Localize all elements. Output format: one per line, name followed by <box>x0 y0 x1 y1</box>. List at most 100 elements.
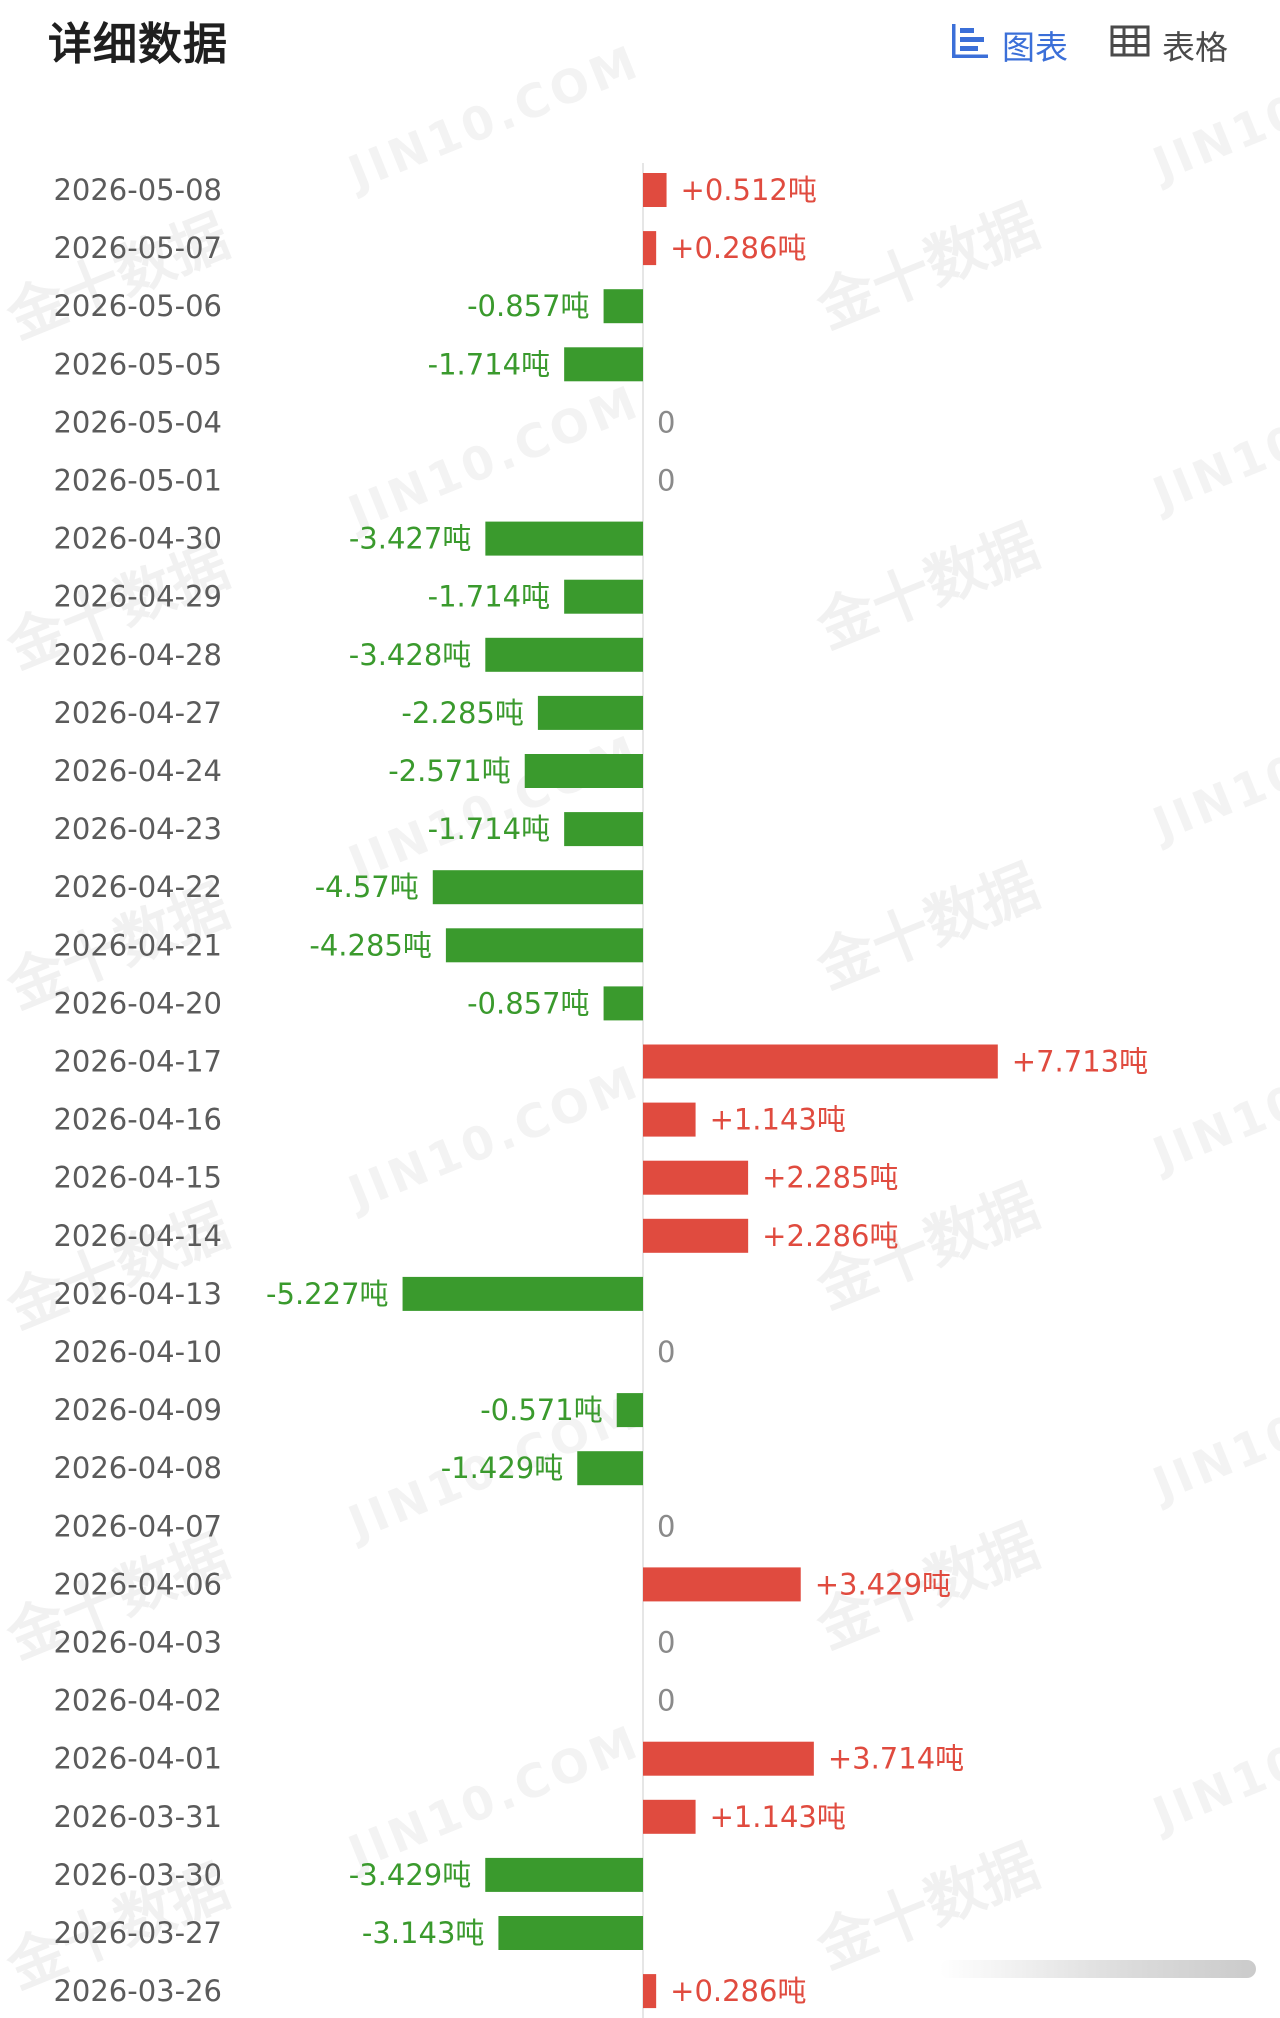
bar-negative[interactable] <box>603 289 643 324</box>
bar-positive[interactable] <box>643 1102 696 1137</box>
date-tick-label: 2026-04-07 <box>53 1509 222 1543</box>
data-value-label: +7.713吨 <box>1012 1045 1148 1079</box>
data-value-label: -2.285吨 <box>401 696 524 730</box>
date-tick-label: 2026-05-07 <box>53 231 222 265</box>
data-value-label: 0 <box>657 1626 675 1660</box>
bar-positive[interactable] <box>643 1567 801 1602</box>
date-tick-label: 2026-05-01 <box>53 464 222 498</box>
bar-negative[interactable] <box>564 812 643 847</box>
bar-negative[interactable] <box>537 695 643 730</box>
bar-negative[interactable] <box>577 1451 643 1486</box>
bar-negative[interactable] <box>485 521 643 556</box>
date-tick-label: 2026-04-28 <box>53 638 222 672</box>
data-value-label: -0.857吨 <box>467 289 590 323</box>
bar-chart-icon <box>950 22 990 68</box>
data-value-label: -4.57吨 <box>315 870 419 904</box>
date-tick-label: 2026-03-31 <box>53 1800 222 1834</box>
date-tick-label: 2026-04-22 <box>53 870 222 904</box>
date-tick-label: 2026-04-16 <box>53 1103 222 1137</box>
table-view-label: 表格 <box>1162 28 1228 67</box>
date-tick-label: 2026-04-29 <box>53 580 222 614</box>
data-value-label: -0.857吨 <box>467 986 590 1020</box>
data-value-label: -5.227吨 <box>266 1277 389 1311</box>
data-value-label: 0 <box>657 405 675 439</box>
date-tick-label: 2026-04-17 <box>53 1045 222 1079</box>
data-value-label: -3.143吨 <box>362 1916 485 1950</box>
data-value-label: -1.429吨 <box>441 1451 564 1485</box>
bar-negative[interactable] <box>524 754 643 788</box>
date-tick-label: 2026-04-10 <box>53 1335 222 1369</box>
data-value-label: 0 <box>657 1684 675 1718</box>
date-tick-label: 2026-04-15 <box>53 1161 222 1195</box>
date-tick-label: 2026-05-08 <box>53 173 222 207</box>
date-tick-label: 2026-04-23 <box>53 812 222 846</box>
data-value-label: 0 <box>657 1335 675 1369</box>
data-value-label: +1.143吨 <box>710 1103 846 1137</box>
data-value-label: -4.285吨 <box>309 928 432 962</box>
date-tick-label: 2026-04-20 <box>53 986 222 1020</box>
data-value-label: +2.286吨 <box>762 1219 898 1253</box>
date-tick-label: 2026-04-21 <box>53 928 222 962</box>
bar-negative[interactable] <box>432 870 643 905</box>
data-value-label: +2.285吨 <box>762 1161 898 1195</box>
data-value-label: -2.571吨 <box>388 754 511 788</box>
bar-positive[interactable] <box>643 1741 814 1776</box>
data-value-label: -3.429吨 <box>349 1858 472 1892</box>
data-value-label: +1.143吨 <box>710 1800 846 1834</box>
bar-negative[interactable] <box>603 986 643 1021</box>
data-value-label: +0.286吨 <box>670 231 806 265</box>
date-tick-label: 2026-03-26 <box>53 1974 222 2008</box>
data-value-label: 0 <box>657 464 675 498</box>
bar-negative[interactable] <box>616 1393 643 1428</box>
bar-negative[interactable] <box>564 347 643 382</box>
bar-negative[interactable] <box>498 1916 643 1950</box>
data-value-label: -1.714吨 <box>428 812 551 846</box>
date-tick-label: 2026-04-08 <box>53 1451 222 1485</box>
bar-positive[interactable] <box>643 1044 998 1079</box>
table-grid-icon <box>1110 25 1150 65</box>
data-value-label: +0.512吨 <box>681 173 817 207</box>
date-tick-label: 2026-04-30 <box>53 522 222 556</box>
bar-positive[interactable] <box>643 231 657 266</box>
date-tick-label: 2026-04-02 <box>53 1684 222 1718</box>
date-tick-label: 2026-03-30 <box>53 1858 222 1892</box>
page-title: 详细数据 <box>48 19 228 70</box>
data-value-label: +3.429吨 <box>815 1567 951 1601</box>
date-tick-label: 2026-04-13 <box>53 1277 222 1311</box>
data-value-label: -1.714吨 <box>428 347 551 381</box>
date-tick-label: 2026-04-27 <box>53 696 222 730</box>
bar-positive[interactable] <box>643 1218 749 1253</box>
bar-positive[interactable] <box>643 1799 696 1834</box>
chart-view-toggle[interactable]: 图表 <box>950 14 1068 76</box>
data-value-label: 0 <box>657 1509 675 1543</box>
bar-negative[interactable] <box>445 928 643 963</box>
bar-negative[interactable] <box>564 579 643 614</box>
bar-negative[interactable] <box>485 1857 643 1892</box>
bar-positive[interactable] <box>643 1160 749 1195</box>
date-tick-label: 2026-04-06 <box>53 1567 222 1601</box>
bar-positive[interactable] <box>643 173 667 207</box>
date-tick-label: 2026-03-27 <box>53 1916 222 1950</box>
date-tick-label: 2026-04-09 <box>53 1393 222 1427</box>
data-value-label: -3.428吨 <box>349 638 472 672</box>
date-tick-label: 2026-05-06 <box>53 289 222 323</box>
data-value-label: -1.714吨 <box>428 580 551 614</box>
table-view-toggle[interactable]: 表格 <box>1110 14 1228 76</box>
bar-negative[interactable] <box>485 637 643 672</box>
date-tick-label: 2026-04-01 <box>53 1742 222 1776</box>
date-tick-label: 2026-04-24 <box>53 754 222 788</box>
data-value-label: -3.427吨 <box>349 522 472 556</box>
data-value-label: -0.571吨 <box>480 1393 603 1427</box>
date-tick-label: 2026-04-03 <box>53 1626 222 1660</box>
scroll-indicator[interactable] <box>940 1960 1256 1978</box>
data-value-label: +3.714吨 <box>828 1742 964 1776</box>
bar-positive[interactable] <box>643 1974 657 2009</box>
date-tick-label: 2026-04-14 <box>53 1219 222 1253</box>
date-tick-label: 2026-05-04 <box>53 405 222 439</box>
data-value-label: +0.286吨 <box>670 1974 806 2008</box>
bar-negative[interactable] <box>402 1276 643 1311</box>
chart-view-label: 图表 <box>1002 28 1068 67</box>
date-tick-label: 2026-05-05 <box>53 347 222 381</box>
